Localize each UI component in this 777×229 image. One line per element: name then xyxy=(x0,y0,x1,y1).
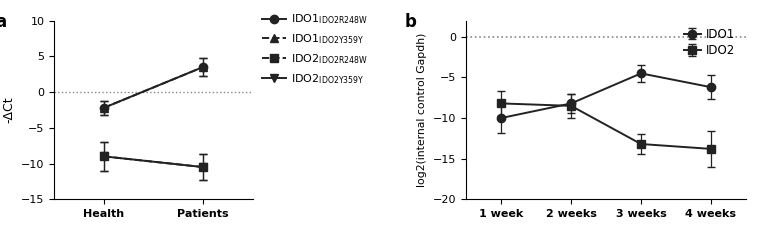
Legend: IDO1, IDO2: IDO1, IDO2 xyxy=(679,23,740,62)
Y-axis label: log2(internal control Gapdh): log2(internal control Gapdh) xyxy=(417,33,427,187)
Text: a: a xyxy=(0,14,6,31)
Y-axis label: -ΔCt: -ΔCt xyxy=(3,97,16,123)
Legend: $\mathregular{IDO1}$$_{\mathregular{IDO2R248W}}$, $\mathregular{IDO1}$$_{\mathre: $\mathregular{IDO1}$$_{\mathregular{IDO2… xyxy=(262,12,368,86)
Text: b: b xyxy=(405,14,416,31)
